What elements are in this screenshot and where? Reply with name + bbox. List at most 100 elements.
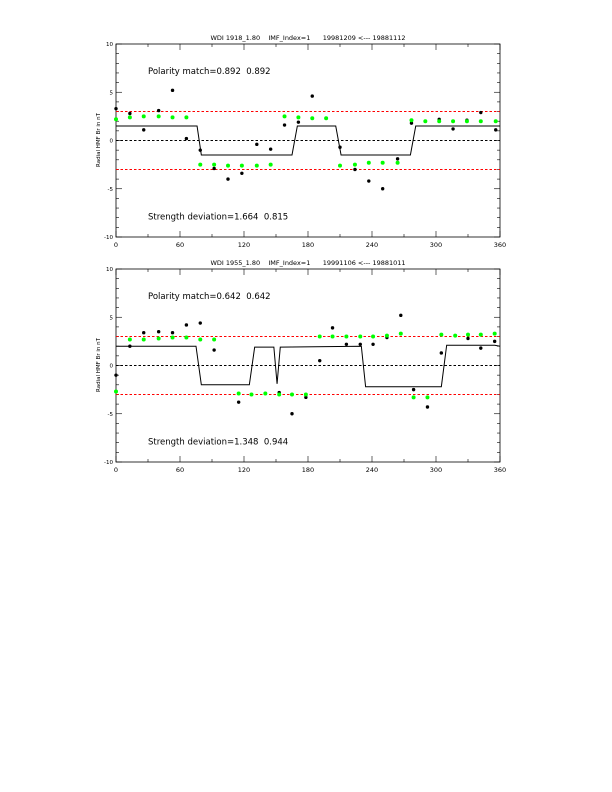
model-point (156, 336, 161, 341)
model-point (296, 115, 301, 120)
y-axis-label: Radial HMF Br in nT (96, 337, 102, 392)
observed-point (212, 166, 216, 171)
x-tick-label: 120 (238, 241, 250, 249)
model-point (170, 335, 175, 340)
x-tick-label: 360 (494, 466, 506, 474)
x-tick-label: 0 (114, 466, 118, 474)
model-point (366, 160, 371, 165)
model-point (395, 160, 400, 165)
model-point (127, 115, 132, 120)
model-point (478, 332, 483, 337)
chart-top: WDI 1918_1.80 IMF_Index=1 19981209 <--- … (96, 34, 506, 249)
model-point (453, 333, 458, 338)
observed-point (318, 358, 322, 363)
model-point (352, 162, 357, 167)
model-point (282, 114, 287, 119)
annotation-polarity: Polarity match=0.892 0.892 (148, 67, 271, 77)
x-tick-label: 180 (302, 466, 314, 474)
model-point (344, 334, 349, 339)
observed-point (296, 120, 301, 124)
y-tick-label: -5 (108, 187, 114, 193)
model-point (198, 162, 203, 167)
observed-point (479, 346, 483, 350)
model-point (439, 332, 444, 337)
model-point (324, 116, 329, 121)
observed-point (425, 405, 430, 409)
observed-point (282, 123, 287, 127)
observed-point (240, 171, 244, 176)
observed-point (310, 94, 314, 98)
observed-point (344, 342, 349, 346)
y-tick-label: 5 (110, 90, 114, 96)
observed-point (358, 342, 362, 346)
model-point (371, 334, 376, 339)
observed-point (330, 326, 335, 330)
model-point (310, 116, 315, 121)
y-tick-label: 5 (110, 315, 114, 321)
observed-point (268, 147, 273, 151)
model-point (239, 163, 244, 168)
observed-point (411, 387, 416, 392)
y-axis-label: Radial HMF Br in nT (96, 112, 102, 167)
model-point (263, 391, 268, 396)
model-point (184, 335, 189, 340)
model-point (114, 117, 118, 122)
model-point (437, 119, 442, 124)
model-point (380, 160, 385, 165)
observed-point (170, 88, 175, 93)
model-point (493, 119, 498, 124)
model-point (303, 392, 308, 397)
observed-point (226, 177, 230, 181)
model-point (290, 392, 294, 397)
y-tick-label: -5 (108, 412, 114, 418)
model-point (478, 119, 483, 124)
observed-point (236, 400, 241, 404)
model-point (317, 334, 322, 339)
observed-point (142, 330, 146, 335)
annotation-strength: Strength deviation=1.664 0.815 (148, 213, 288, 223)
observed-point (409, 121, 414, 125)
observed-point (290, 412, 294, 416)
model-point (127, 337, 132, 342)
observed-point (304, 395, 308, 400)
model-point (466, 332, 470, 337)
observed-point (479, 110, 483, 115)
model-point (277, 392, 282, 397)
model-point (338, 163, 342, 168)
model-point (212, 162, 217, 167)
model-point (411, 395, 416, 400)
observed-point (156, 330, 161, 334)
model-point (398, 331, 403, 336)
model-point (226, 163, 230, 168)
observed-point (198, 321, 202, 325)
x-tick-label: 0 (114, 241, 118, 249)
chart-title: WDI 1918_1.80 IMF_Index=1 19981209 <--- … (210, 34, 405, 42)
observed-point (466, 336, 470, 341)
annotation-strength: Strength deviation=1.348 0.944 (148, 438, 288, 448)
x-tick-label: 60 (176, 466, 184, 474)
model-point (464, 119, 469, 124)
model-point (254, 163, 259, 168)
model-point (212, 337, 217, 342)
model-point (249, 392, 254, 397)
model-point (114, 389, 118, 394)
model-point (198, 337, 203, 342)
observed-point (255, 142, 259, 147)
observed-point (399, 313, 403, 318)
observed-point (494, 128, 498, 132)
observed-point (367, 179, 371, 183)
observed-point (395, 157, 400, 161)
y-tick-label: 10 (106, 267, 113, 273)
model-point (409, 118, 414, 123)
chart-title: WDI 1955_1.80 IMF_Index=1 19991106 <--- … (210, 259, 405, 267)
observed-point (170, 330, 175, 335)
observed-point (184, 323, 189, 327)
y-tick-label: -10 (104, 460, 113, 466)
y-tick-label: 0 (110, 364, 114, 370)
x-tick-label: 240 (366, 466, 378, 474)
observed-point (439, 351, 444, 355)
y-tick-label: 10 (106, 42, 113, 48)
observed-point (380, 187, 385, 191)
x-tick-label: 120 (238, 466, 250, 474)
